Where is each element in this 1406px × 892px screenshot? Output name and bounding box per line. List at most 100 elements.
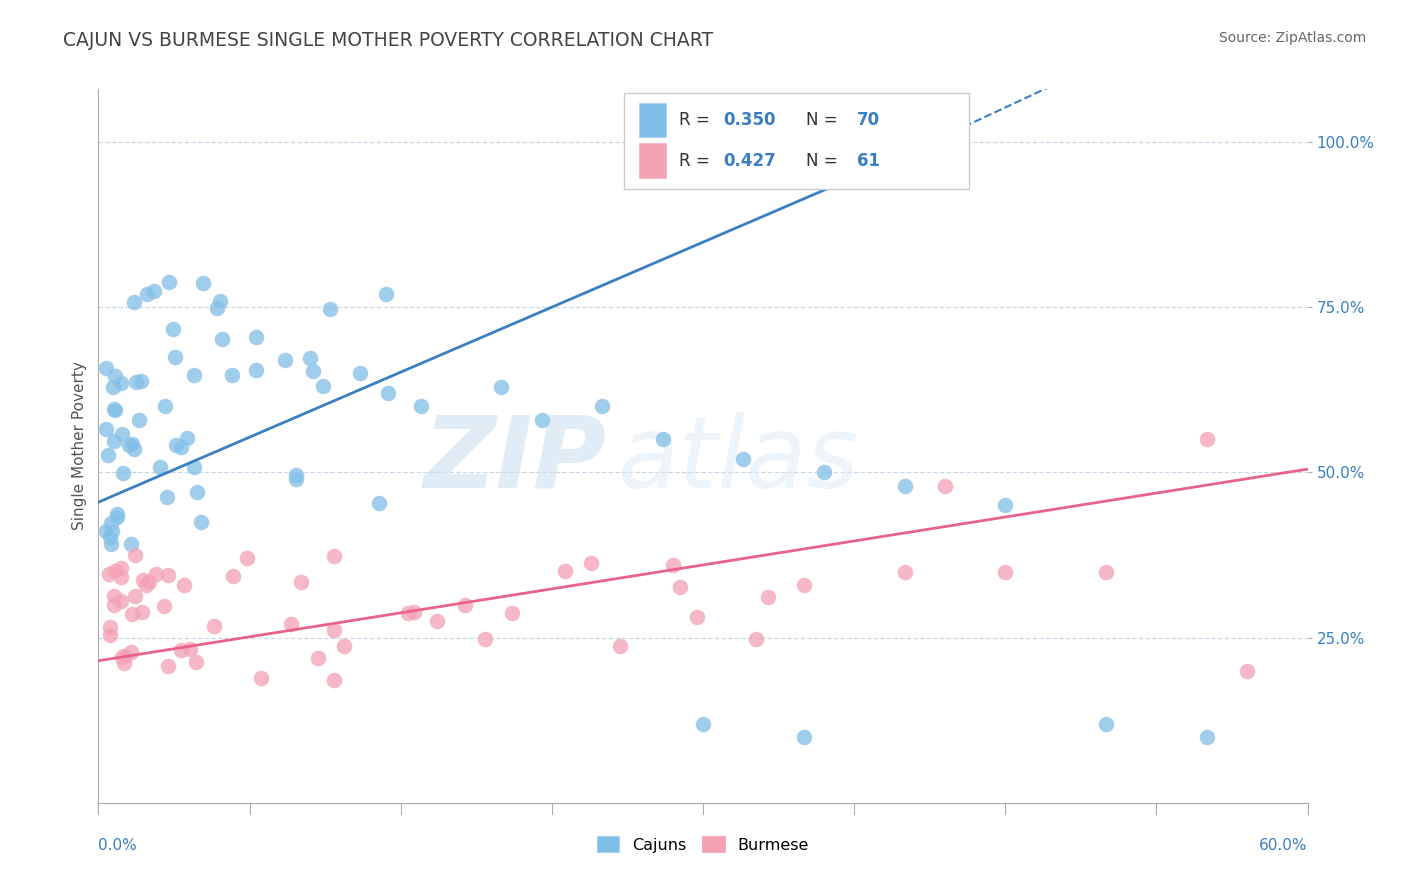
Point <box>491 379 513 393</box>
Point <box>131 605 153 619</box>
Point <box>98 628 121 642</box>
Point <box>793 578 815 592</box>
Point <box>669 580 692 594</box>
Point <box>157 659 180 673</box>
Point <box>686 609 709 624</box>
Point <box>349 367 371 381</box>
Point <box>893 478 915 492</box>
Point <box>290 575 312 590</box>
Point <box>162 322 184 336</box>
Point <box>129 374 152 388</box>
Point <box>155 399 177 413</box>
Point <box>122 442 145 456</box>
Point <box>114 649 136 664</box>
Text: R =: R = <box>679 152 714 169</box>
Point <box>207 301 229 315</box>
Point <box>323 673 346 687</box>
Point <box>100 524 122 538</box>
Point <box>1236 664 1258 678</box>
Point <box>756 590 779 604</box>
Point <box>554 564 576 578</box>
Point <box>302 364 325 378</box>
Point <box>153 599 176 613</box>
Point <box>183 368 205 382</box>
Point <box>284 468 307 483</box>
FancyBboxPatch shape <box>624 93 969 189</box>
Point <box>591 400 613 414</box>
Point <box>609 639 631 653</box>
Point <box>396 606 419 620</box>
Point <box>118 438 141 452</box>
Point <box>191 276 214 290</box>
Text: N =: N = <box>806 152 842 169</box>
Point <box>104 368 127 383</box>
Point <box>1195 730 1218 744</box>
Point <box>112 656 135 670</box>
Point <box>103 434 125 448</box>
Point <box>692 716 714 731</box>
Y-axis label: Single Mother Poverty: Single Mother Poverty <box>72 361 87 531</box>
Point <box>426 614 449 628</box>
Point <box>100 537 122 551</box>
Point <box>744 632 766 647</box>
Point <box>105 508 128 522</box>
Point <box>332 639 354 653</box>
Point <box>176 431 198 445</box>
Point <box>1095 565 1118 579</box>
Point <box>110 594 132 608</box>
Point <box>173 578 195 592</box>
Bar <box>638 144 665 178</box>
Point <box>280 617 302 632</box>
Point <box>307 650 329 665</box>
Point <box>312 379 335 393</box>
Point <box>170 440 193 454</box>
Point <box>145 567 167 582</box>
Point <box>111 426 134 441</box>
Text: N =: N = <box>806 111 842 128</box>
Point <box>111 649 134 664</box>
Point <box>453 598 475 612</box>
Point <box>211 332 233 346</box>
Point <box>579 556 602 570</box>
Point <box>375 286 398 301</box>
Point <box>651 433 673 447</box>
Point <box>103 590 125 604</box>
Text: Source: ZipAtlas.com: Source: ZipAtlas.com <box>1219 31 1367 45</box>
Point <box>236 551 259 566</box>
Point <box>813 466 835 480</box>
Point <box>98 530 121 544</box>
Point <box>170 643 193 657</box>
Point <box>298 351 321 365</box>
Point <box>368 496 391 510</box>
Point <box>323 549 346 564</box>
Text: 60.0%: 60.0% <box>1260 838 1308 854</box>
Point <box>402 605 425 619</box>
Point <box>221 368 243 382</box>
Point <box>409 400 432 414</box>
Text: 70: 70 <box>856 111 880 128</box>
Text: 61: 61 <box>856 152 880 169</box>
Point <box>94 524 117 538</box>
Point <box>501 606 523 620</box>
Legend: Cajuns, Burmese: Cajuns, Burmese <box>591 830 815 859</box>
Point <box>104 402 127 417</box>
Point <box>105 509 128 524</box>
Text: ZIP: ZIP <box>423 412 606 508</box>
Point <box>120 536 142 550</box>
Point <box>190 515 212 529</box>
Text: atlas: atlas <box>619 412 860 508</box>
Text: 0.427: 0.427 <box>724 152 776 169</box>
Point <box>110 561 132 575</box>
Text: 0.0%: 0.0% <box>98 838 138 854</box>
Point <box>165 438 187 452</box>
Point <box>111 466 134 480</box>
Point <box>474 632 496 647</box>
Point <box>156 568 179 582</box>
Point <box>202 619 225 633</box>
Point <box>284 472 307 486</box>
Bar <box>638 103 665 137</box>
Point <box>122 295 145 310</box>
Point <box>97 567 120 582</box>
Point <box>149 460 172 475</box>
Point <box>124 549 146 563</box>
